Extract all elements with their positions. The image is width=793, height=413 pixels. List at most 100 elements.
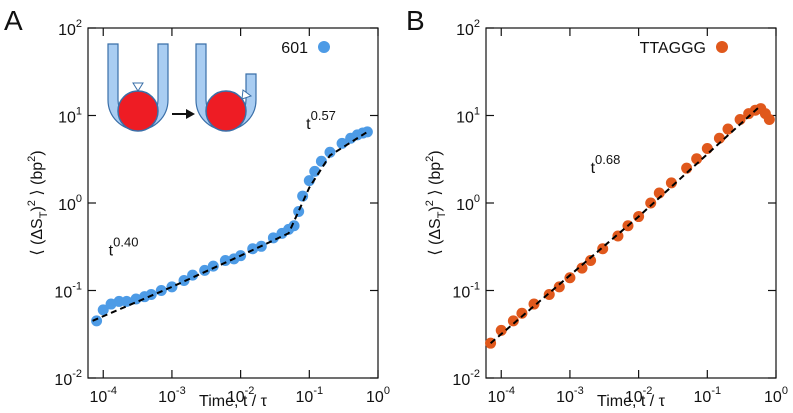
tick-base: 10 <box>227 389 245 406</box>
legend-label: 601 <box>281 40 308 57</box>
tick-base: 10 <box>625 389 643 406</box>
y-label-part: ) <box>29 206 46 211</box>
y-label-part: T <box>38 211 50 218</box>
data-point <box>187 269 199 281</box>
data-point <box>361 126 373 138</box>
tick-label: 10-4 <box>487 385 515 406</box>
data-point <box>97 304 109 316</box>
tick-base: 10 <box>58 22 76 39</box>
tick-base: 10 <box>487 389 505 406</box>
annotation: t0.57 <box>306 108 336 133</box>
axis-box <box>485 27 777 379</box>
tick-label: 101 <box>58 106 82 127</box>
data-point <box>207 260 219 272</box>
panel: 10-4 10-3 10-2 10-1 10010-210-1100101102Time… <box>26 18 390 410</box>
y-label-part: T <box>436 211 448 218</box>
data-point <box>91 315 103 327</box>
tick-base: 10 <box>452 285 470 302</box>
data-point <box>324 146 336 158</box>
tick-exponent: 0 <box>76 193 82 205</box>
y-label-part: ) <box>427 206 444 211</box>
data-point <box>653 187 665 199</box>
tick-label: 10-1 <box>54 281 82 302</box>
tick-exponent: 2 <box>76 18 82 30</box>
tick-base: 10 <box>58 110 76 127</box>
data-point <box>288 220 300 232</box>
data-point <box>576 262 588 274</box>
tick-label: 101 <box>456 106 480 127</box>
data-point <box>701 142 713 154</box>
tick-label: 102 <box>58 18 82 39</box>
tick-label: 100 <box>456 193 480 214</box>
y-label-part: 2 <box>26 200 38 206</box>
annotation-exponent: 0.40 <box>113 235 138 250</box>
data-point <box>713 132 725 144</box>
data-point <box>293 205 305 217</box>
tick-base: 10 <box>58 197 76 214</box>
tick-exponent: -1 <box>711 385 721 397</box>
data-point <box>763 114 775 126</box>
data-point <box>528 298 540 310</box>
data-point <box>507 315 519 327</box>
data-point <box>564 272 576 284</box>
tick-exponent: -3 <box>574 385 584 397</box>
data-point <box>585 255 597 267</box>
tick-label: 10-2 <box>54 368 82 389</box>
y-label-part: ⟩ (bp <box>29 162 46 200</box>
tick-label: 10-2 <box>625 385 653 406</box>
tick-exponent: -4 <box>107 385 117 397</box>
tick-label: 100 <box>764 385 788 406</box>
tick-exponent: 1 <box>76 106 82 118</box>
tick-exponent: -4 <box>505 385 515 397</box>
tick-exponent: -2 <box>643 385 653 397</box>
tick-base: 10 <box>556 389 574 406</box>
data-point <box>516 307 528 319</box>
data-point <box>495 324 507 336</box>
tick-base: 10 <box>694 389 712 406</box>
panel: 10-4 10-3 10-2 10-1 10010-210-1100101102Time… <box>424 18 788 410</box>
x-axis-label: Time, t / τ <box>597 393 666 410</box>
tick-base: 10 <box>158 389 176 406</box>
data-point <box>267 232 279 244</box>
y-label-part: ⟩ (bp <box>427 162 444 200</box>
tick-label: 100 <box>366 385 390 406</box>
x-axis-label: Time, t / τ <box>199 393 268 410</box>
tick-exponent: -3 <box>176 385 186 397</box>
tick-exponent: -1 <box>72 281 82 293</box>
tick-label: 100 <box>58 193 82 214</box>
legend-label: TTAGGG <box>640 40 706 57</box>
y-label-part: 2 <box>424 200 436 206</box>
annotation-base: t <box>109 243 114 260</box>
data-point <box>113 295 125 307</box>
data-point <box>178 275 190 287</box>
tick-label: 10-4 <box>89 385 117 406</box>
tick-base: 10 <box>54 285 72 302</box>
annotation-exponent: 0.57 <box>311 108 336 123</box>
tick-exponent: 1 <box>474 106 480 118</box>
tick-label: 10-1 <box>296 385 324 406</box>
panel-label: B <box>406 5 425 36</box>
annotation-exponent: 0.68 <box>595 152 620 167</box>
data-point <box>645 197 657 209</box>
fit-line <box>489 104 762 344</box>
y-label-part: 2 <box>26 156 38 162</box>
data-point <box>553 281 565 293</box>
data-point <box>722 123 734 135</box>
annotation: t0.68 <box>591 152 621 177</box>
tick-exponent: 0 <box>782 385 788 397</box>
annotation-base: t <box>306 116 311 133</box>
tick-label: 10-1 <box>452 281 480 302</box>
data-point <box>691 153 703 165</box>
data-point <box>199 264 211 276</box>
tick-base: 10 <box>456 110 474 127</box>
tick-exponent: -2 <box>245 385 255 397</box>
tick-exponent: 0 <box>384 385 390 397</box>
y-label-part: ) <box>29 150 46 155</box>
tick-exponent: -1 <box>470 281 480 293</box>
y-label-part: ) <box>427 150 444 155</box>
data-point <box>166 281 178 293</box>
tick-exponent: -2 <box>72 368 82 380</box>
tick-exponent: 2 <box>474 18 480 30</box>
tick-base: 10 <box>456 197 474 214</box>
